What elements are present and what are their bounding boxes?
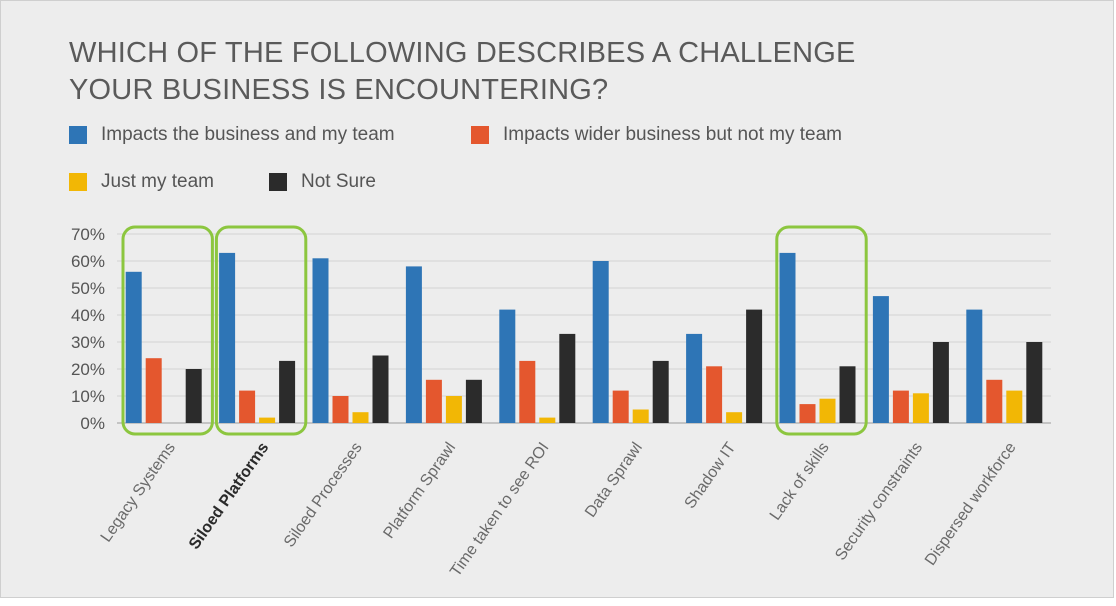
bar-security-constraints-s3: [912, 393, 929, 423]
x-tick-label: Data Sprawl: [582, 440, 646, 521]
bar-time-taken-to-see-roi-s2: [519, 360, 536, 423]
bar-security-constraints-s2: [892, 390, 909, 423]
x-tick-label: Shadow IT: [682, 439, 740, 512]
highlight-box-lack-of-skills: [775, 225, 868, 436]
title-line-1: WHICH OF THE FOLLOWING DESCRIBES A CHALL…: [69, 37, 856, 69]
bar-shadow-it-s1: [686, 333, 703, 423]
y-tick-label: 60%: [71, 252, 105, 271]
x-tick-label: Dispersed workforce: [922, 439, 1020, 568]
y-tick-label: 20%: [71, 360, 105, 379]
bar-legacy-systems-s1: [125, 271, 142, 423]
legend-item-impacts-business-and-team: Impacts the business and my team: [69, 124, 395, 146]
bar-lack-of-skills-s4: [839, 366, 856, 423]
bar-data-sprawl-s2: [612, 390, 629, 423]
bar-legacy-systems-s2: [145, 358, 162, 423]
bar-siloed-platforms-s3: [259, 417, 276, 423]
x-tick-label: Siloed Platforms: [186, 439, 272, 552]
bar-legacy-systems-s4: [185, 369, 202, 423]
legend-item-not-sure: Not Sure: [269, 171, 376, 193]
bar-siloed-processes-s1: [312, 258, 329, 423]
bar-time-taken-to-see-roi-s4: [559, 333, 576, 423]
bar-dispersed-workforce-s2: [986, 379, 1003, 423]
bar-siloed-platforms-s1: [219, 252, 236, 423]
bar-security-constraints-s1: [872, 296, 889, 423]
bar-data-sprawl-s4: [652, 360, 669, 423]
bar-platform-sprawl-s3: [445, 396, 462, 423]
legend-label: Not Sure: [301, 171, 376, 192]
bar-dispersed-workforce-s4: [1026, 342, 1043, 423]
bar-siloed-platforms-s2: [239, 390, 256, 423]
legend-item-just-my-team: Just my team: [69, 171, 214, 193]
bar-dispersed-workforce-s1: [966, 309, 983, 423]
bar-siloed-processes-s4: [372, 355, 389, 423]
x-tick-label: Siloed Processes: [281, 440, 366, 551]
bar-lack-of-skills-s1: [779, 252, 796, 423]
y-tick-label: 10%: [71, 387, 105, 406]
x-tick-label: Platform Sprawl: [380, 440, 459, 542]
bar-time-taken-to-see-roi-s3: [539, 417, 556, 423]
x-tick-label: Legacy Systems: [98, 440, 179, 546]
bar-siloed-processes-s2: [332, 396, 349, 423]
bar-siloed-processes-s3: [352, 412, 369, 423]
bar-shadow-it-s4: [746, 309, 763, 423]
bar-data-sprawl-s3: [632, 409, 649, 423]
bar-shadow-it-s2: [706, 366, 723, 423]
chart-title: WHICH OF THE FOLLOWING DESCRIBES A CHALL…: [69, 35, 969, 109]
legend-swatch: [471, 126, 489, 144]
highlight-box-legacy-systems: [121, 225, 214, 436]
legend-label: Just my team: [101, 171, 214, 192]
x-tick-label: Time taken to see ROI: [447, 440, 552, 580]
bar-security-constraints-s4: [932, 342, 949, 423]
legend-swatch: [69, 173, 87, 191]
y-tick-label: 0%: [80, 414, 105, 433]
legend-swatch: [269, 173, 287, 191]
y-tick-label: 40%: [71, 306, 105, 325]
x-tick-label: Lack of skills: [767, 440, 833, 524]
bar-data-sprawl-s1: [592, 261, 609, 423]
bar-lack-of-skills-s3: [819, 398, 836, 423]
bar-shadow-it-s3: [726, 412, 743, 423]
bar-time-taken-to-see-roi-s1: [499, 309, 516, 423]
highlight-box-siloed-platforms: [214, 225, 308, 436]
y-tick-label: 30%: [71, 333, 105, 352]
legend-swatch: [69, 126, 87, 144]
bar-platform-sprawl-s4: [465, 379, 482, 423]
bar-platform-sprawl-s1: [405, 266, 422, 423]
legend-item-impacts-wider-business: Impacts wider business but not my team: [471, 124, 842, 146]
bar-dispersed-workforce-s3: [1006, 390, 1023, 423]
bar-lack-of-skills-s2: [799, 404, 816, 423]
y-tick-label: 50%: [71, 279, 105, 298]
title-line-2: YOUR BUSINESS IS ENCOUNTERING?: [69, 74, 609, 106]
bar-platform-sprawl-s2: [425, 379, 442, 423]
bar-siloed-platforms-s4: [279, 360, 296, 423]
legend-label: Impacts wider business but not my team: [503, 124, 842, 145]
legend-label: Impacts the business and my team: [101, 124, 395, 145]
y-tick-label: 70%: [71, 225, 105, 244]
x-tick-label: Security constraints: [832, 440, 926, 564]
